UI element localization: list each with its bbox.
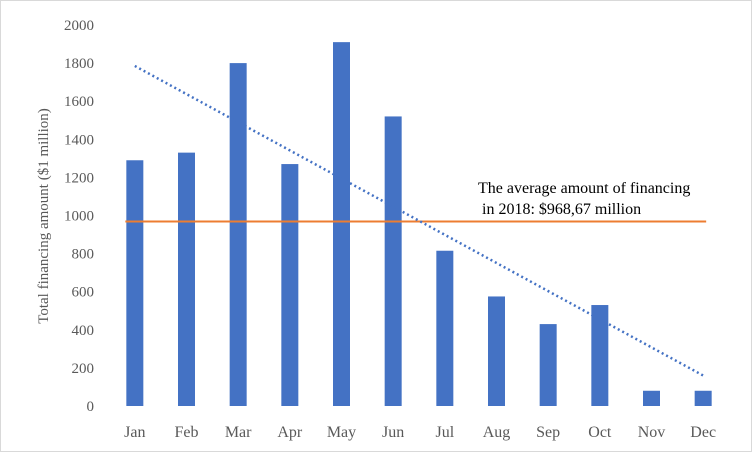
- x-axis-ticks: Jan Feb Mar Apr May Jun Jul Aug Sep Oct Nov Dec: [124, 424, 716, 441]
- x-tick-label: Apr: [277, 424, 303, 441]
- bar-mar: [229, 63, 247, 406]
- average-annotation-line1: The average amount of financing: [478, 180, 690, 197]
- y-tick-label: 0: [87, 399, 95, 415]
- x-tick-label: Nov: [638, 424, 666, 441]
- bar-nov: [643, 390, 660, 406]
- y-tick-label: 1600: [64, 94, 94, 110]
- bar-jan: [126, 160, 144, 406]
- bar-jun: [384, 116, 402, 406]
- x-tick-label: Aug: [483, 424, 511, 441]
- y-tick-label: 600: [72, 285, 95, 301]
- x-tick-label: Jan: [124, 424, 145, 441]
- bar-feb: [178, 152, 195, 406]
- y-tick-label: 1800: [64, 56, 94, 72]
- bar-oct: [591, 305, 609, 406]
- x-tick-label: May: [327, 424, 356, 441]
- x-tick-label: Feb: [175, 424, 199, 441]
- bar-sep: [539, 324, 557, 406]
- x-tick-label: Mar: [225, 424, 252, 441]
- y-tick-label: 1400: [64, 132, 94, 148]
- y-tick-label: 800: [72, 247, 95, 263]
- x-tick-label: Jul: [435, 424, 454, 441]
- bar-apr: [281, 164, 299, 406]
- x-tick-label: Dec: [690, 424, 716, 441]
- x-tick-label: Oct: [588, 424, 612, 441]
- y-axis-title: Total financing amount ($1 million): [36, 108, 52, 324]
- y-tick-label: 1000: [64, 209, 94, 225]
- bars-layer: [126, 42, 712, 407]
- x-tick-label: Sep: [536, 424, 560, 441]
- y-tick-label: 2000: [64, 18, 94, 34]
- bar-aug: [488, 296, 505, 406]
- y-tick-label: 200: [72, 361, 95, 377]
- average-annotation-line2: in 2018: $968,67 million: [482, 201, 641, 218]
- bar-dec: [694, 390, 712, 406]
- y-axis-ticks: 0 200 400 600 800 1000 1200 1400 1600 1800 2000: [64, 18, 94, 415]
- x-tick-label: Jun: [382, 424, 404, 441]
- y-tick-label: 400: [72, 323, 95, 339]
- bar-jul: [436, 250, 454, 406]
- bar-may: [333, 42, 350, 407]
- y-tick-label: 1200: [64, 170, 94, 186]
